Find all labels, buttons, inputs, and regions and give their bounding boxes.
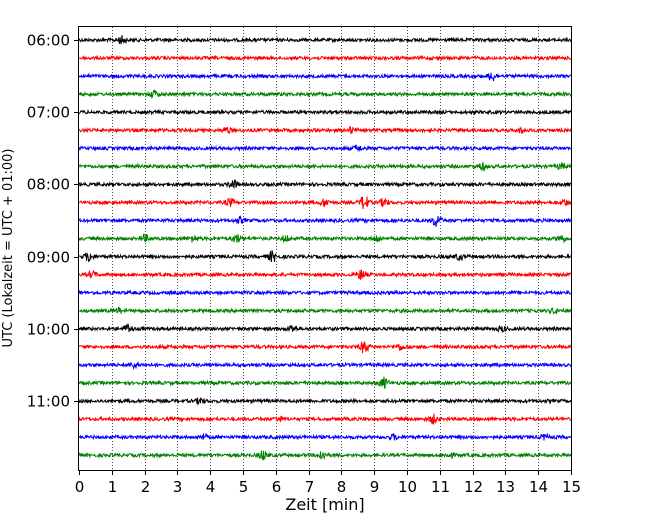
trace-0800 [78, 178, 572, 190]
x-tick-label: 1 [108, 478, 118, 496]
trace-0900 [78, 250, 572, 263]
x-tick-label: 15 [562, 478, 581, 496]
trace-0715 [78, 125, 572, 135]
y-tick-label: 09:00 [27, 249, 70, 267]
trace-0930 [78, 289, 572, 297]
trace-1100 [78, 396, 572, 406]
trace-0830 [78, 215, 572, 227]
x-tick-label: 10 [398, 478, 417, 496]
x-tick-label: 6 [272, 478, 282, 496]
x-tick-label: 2 [141, 478, 151, 496]
trace-1145 [78, 450, 572, 461]
trace-1000 [78, 322, 572, 333]
x-tick-label: 11 [431, 478, 450, 496]
x-tick-label: 14 [529, 478, 548, 496]
trace-0630 [78, 72, 572, 82]
y-tick-label: 06:00 [27, 32, 70, 50]
x-axis: 0 1 2 3 4 5 6 7 8 9 10 11 12 13 14 15 [75, 470, 581, 496]
x-tick-label: 3 [173, 478, 183, 496]
plot-frame [78, 26, 572, 471]
trace-0815 [78, 196, 572, 210]
x-tick-label: 4 [206, 478, 216, 496]
y-axis: 06:00 07:00 08:00 09:00 10:00 11:00 [27, 32, 79, 411]
trace-0700 [78, 108, 572, 116]
x-axis-label: Zeit [min] [285, 495, 364, 514]
trace-0645 [78, 89, 572, 100]
x-tick-label: 7 [305, 478, 315, 496]
trace-group [78, 34, 572, 461]
grid-lines [112, 27, 539, 470]
y-tick-label: 07:00 [27, 104, 70, 122]
y-tick-label: 11:00 [27, 393, 70, 411]
trace-0730 [78, 144, 572, 152]
trace-0615 [78, 54, 572, 62]
x-tick-label: 5 [239, 478, 249, 496]
x-tick-label: 8 [337, 478, 347, 496]
trace-1045 [78, 376, 572, 389]
trace-0915 [78, 269, 572, 280]
x-tick-label: 13 [496, 478, 515, 496]
y-tick-label: 08:00 [27, 176, 70, 194]
x-tick-label: 0 [75, 478, 85, 496]
trace-0945 [78, 306, 572, 315]
y-tick-label: 10:00 [27, 321, 70, 339]
trace-1015 [78, 340, 572, 354]
trace-0745 [78, 162, 572, 173]
trace-0600 [78, 34, 572, 45]
trace-1030 [78, 361, 572, 370]
x-tick-label: 12 [464, 478, 483, 496]
trace-0845 [78, 233, 572, 244]
x-tick-label: 9 [370, 478, 380, 496]
trace-1130 [78, 432, 572, 441]
trace-1115 [78, 413, 572, 426]
y-axis-label: UTC (Lokalzeit = UTC + 01:00) [1, 149, 16, 348]
